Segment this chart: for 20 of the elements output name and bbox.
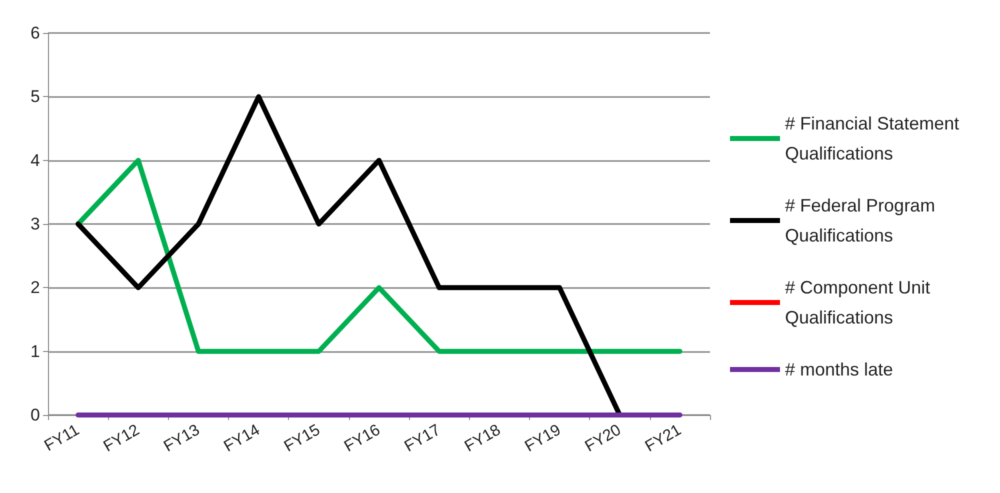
x-tick-label: FY11 bbox=[42, 422, 82, 455]
x-tick-label: FY19 bbox=[522, 422, 564, 456]
x-tick-label: FY20 bbox=[582, 422, 624, 456]
y-tick-label: 0 bbox=[30, 406, 40, 424]
y-tick-label: 2 bbox=[30, 278, 40, 298]
x-tick-label: FY21 bbox=[642, 422, 684, 456]
x-tick-label: FY13 bbox=[161, 422, 203, 456]
x-tick-label: FY12 bbox=[100, 422, 143, 456]
y-tick-label: 5 bbox=[30, 87, 40, 106]
legend-label: # months late bbox=[785, 360, 894, 380]
y-tick-label: 4 bbox=[30, 150, 40, 170]
x-tick-label: FY18 bbox=[462, 422, 504, 456]
x-tick-label: FY14 bbox=[221, 422, 263, 456]
legend-label: # Component Unit Qualifications bbox=[785, 278, 936, 328]
y-tick-label: 1 bbox=[30, 342, 40, 361]
y-tick-label: 3 bbox=[30, 214, 40, 234]
x-tick-label: FY16 bbox=[342, 422, 384, 456]
legend-label: # Federal Program Qualifications bbox=[785, 196, 940, 246]
y-tick-label: 6 bbox=[30, 24, 40, 42]
legend-label: # Financial Statement Qualifications bbox=[785, 114, 964, 164]
